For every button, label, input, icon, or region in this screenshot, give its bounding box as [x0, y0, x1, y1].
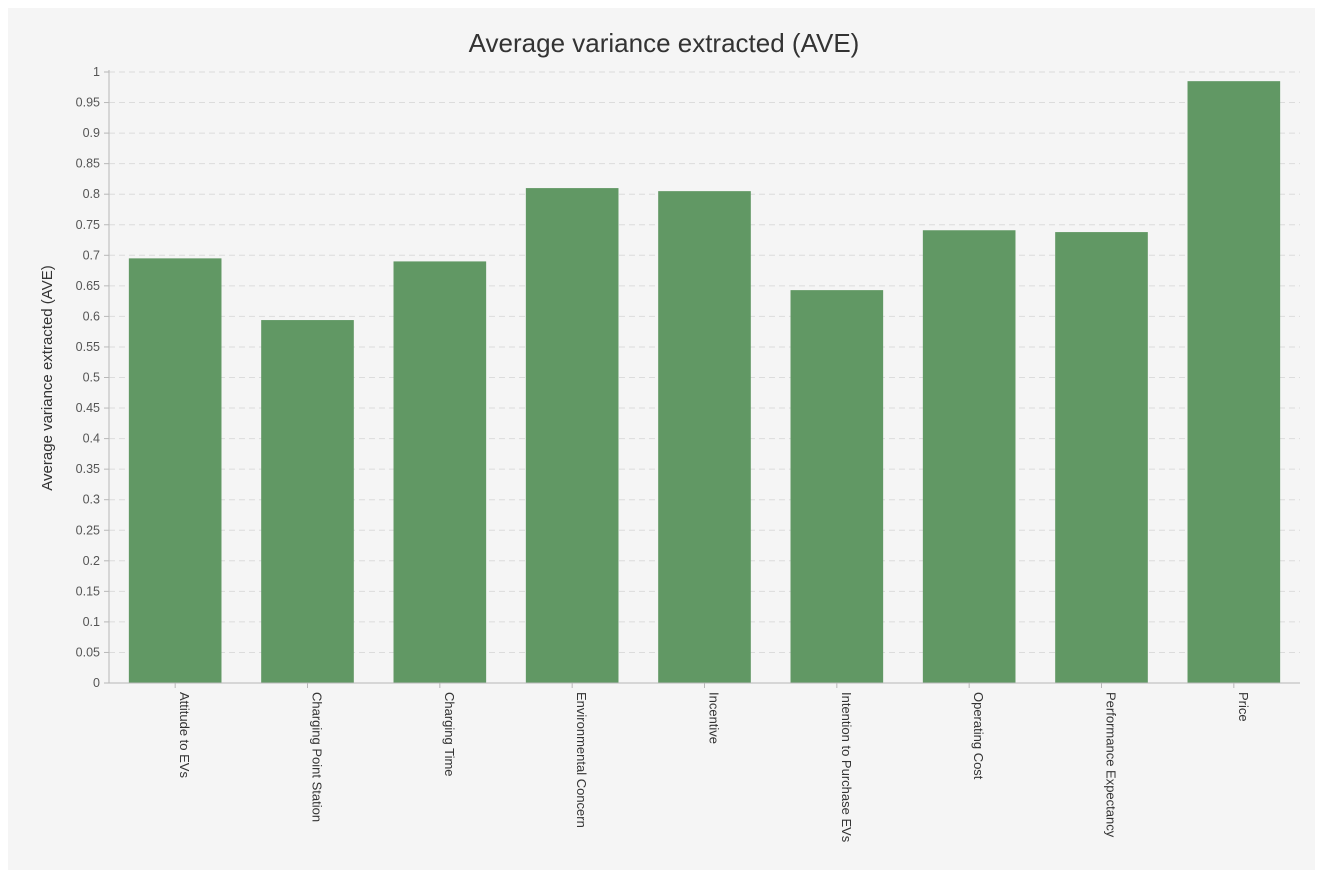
x-tick-label: Operating Cost	[971, 692, 986, 780]
x-tick-label: Environmental Concern	[574, 692, 589, 828]
x-tick-labels: Attitude to EVs Charging Point Station Cha…	[177, 692, 1251, 843]
chart-title: Average variance extracted (AVE)	[469, 28, 860, 58]
x-tick-label: Price	[1236, 692, 1251, 722]
bar[interactable]	[261, 320, 354, 683]
bar[interactable]	[1187, 81, 1281, 684]
y-tick-label: 0.05	[76, 645, 100, 659]
axis-layer	[104, 70, 1300, 688]
bar[interactable]	[393, 261, 487, 683]
y-tick-label: 0.1	[83, 615, 100, 629]
bar-layer	[128, 81, 1281, 684]
y-tick-label: 0.65	[76, 279, 100, 293]
x-tick-label: Charging Point Station	[310, 692, 325, 822]
x-tick-label: Attitude to EVs	[177, 692, 192, 778]
y-axis-title: Average variance extracted (AVE)	[39, 265, 56, 490]
y-tick-label: 0.25	[76, 523, 100, 537]
y-tick-labels: 0 0.05 0.1 0.15 0.2 0.25 0.3 0.35 0.4 0.45 0.5 0.55…	[76, 65, 100, 690]
y-tick-label: 0	[93, 676, 100, 690]
y-tick-label: 0.5	[83, 371, 100, 385]
bar[interactable]	[525, 188, 619, 683]
bar[interactable]	[922, 230, 1016, 683]
y-tick-label: 0.3	[83, 493, 100, 507]
y-tick-label: 0.2	[83, 554, 100, 568]
bar[interactable]	[658, 191, 751, 683]
y-tick-label: 0.15	[76, 584, 100, 598]
y-tick-label: 0.85	[76, 157, 100, 171]
bar[interactable]	[128, 258, 222, 683]
y-tick-label: 0.75	[76, 218, 100, 232]
y-tick-label: 0.4	[83, 432, 100, 446]
x-tick-label: Incentive	[707, 692, 722, 744]
y-tick-label: 0.6	[83, 309, 100, 323]
x-tick-label: Performance Expectancy	[1104, 692, 1119, 838]
y-tick-label: 0.35	[76, 462, 100, 476]
y-tick-label: 0.95	[76, 96, 100, 110]
chart-panel: Average variance extracted (AVE) Average…	[8, 8, 1315, 870]
bar-chart: Average variance extracted (AVE) Average…	[39, 28, 1300, 843]
bar[interactable]	[790, 290, 884, 683]
y-tick-label: 0.55	[76, 340, 100, 354]
x-tick-label: Intention to Purchase EVs	[839, 692, 854, 843]
y-tick-label: 0.8	[83, 187, 100, 201]
y-tick-label: 0.9	[83, 126, 100, 140]
bar[interactable]	[1055, 232, 1148, 683]
y-tick-label: 1	[93, 65, 100, 79]
y-tick-label: 0.45	[76, 401, 100, 415]
x-tick-label: Charging Time	[442, 692, 457, 777]
y-tick-label: 0.7	[83, 248, 100, 262]
